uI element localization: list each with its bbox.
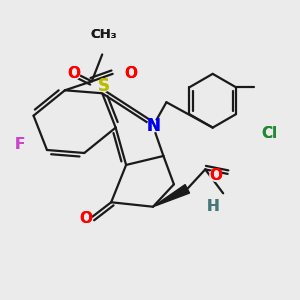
Text: O: O — [124, 66, 137, 81]
Text: O: O — [79, 211, 92, 226]
Text: S: S — [98, 77, 110, 95]
Text: O: O — [68, 66, 80, 81]
Circle shape — [67, 67, 80, 80]
Text: N: N — [146, 117, 160, 135]
Text: F: F — [15, 136, 25, 152]
Text: O: O — [79, 211, 92, 226]
Text: O: O — [209, 168, 222, 183]
Text: F: F — [15, 136, 25, 152]
Text: O: O — [124, 66, 137, 81]
Circle shape — [14, 137, 27, 151]
Text: O: O — [209, 168, 222, 183]
Circle shape — [209, 169, 222, 182]
Text: H: H — [206, 199, 219, 214]
Text: O: O — [68, 66, 80, 81]
Text: Cl: Cl — [261, 126, 278, 141]
Circle shape — [79, 212, 92, 225]
Circle shape — [206, 200, 219, 213]
Text: CH₃: CH₃ — [91, 28, 117, 41]
Circle shape — [124, 67, 137, 80]
Circle shape — [146, 119, 160, 133]
Circle shape — [97, 79, 110, 92]
Text: Cl: Cl — [261, 126, 278, 141]
Polygon shape — [153, 184, 190, 207]
Text: S: S — [98, 77, 110, 95]
Text: H: H — [206, 199, 219, 214]
Circle shape — [261, 125, 278, 142]
Text: N: N — [146, 117, 160, 135]
Text: CH₃: CH₃ — [91, 28, 117, 41]
